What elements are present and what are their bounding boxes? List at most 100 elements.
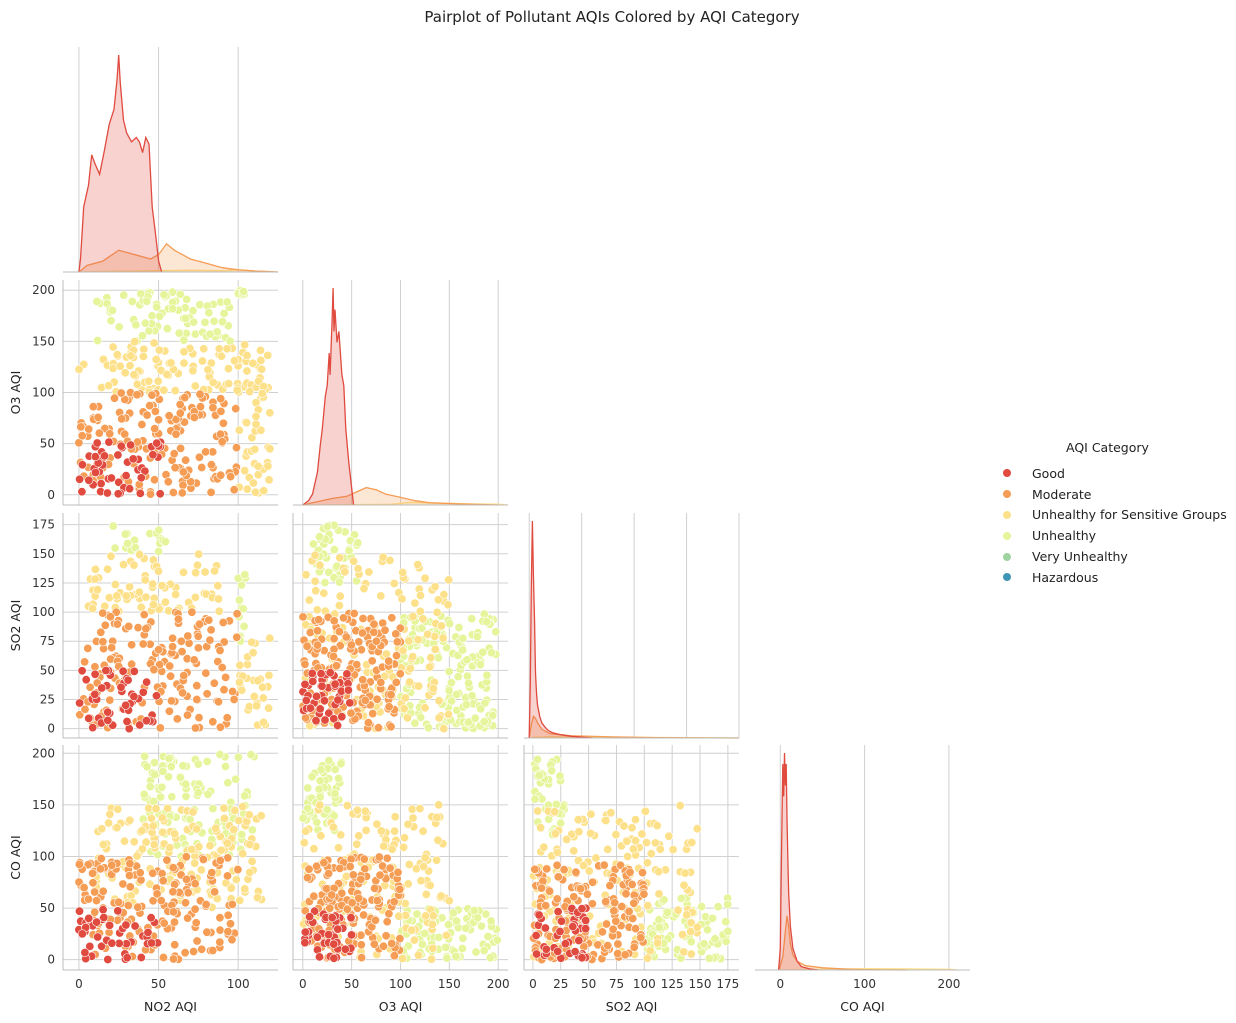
scatter-point-unhealthy-for-sensitive-groups xyxy=(188,807,198,817)
scatter-point-unhealthy xyxy=(410,718,420,728)
scatter-point-unhealthy xyxy=(164,754,174,764)
scatter-point-unhealthy xyxy=(139,789,149,799)
scatter-point-moderate xyxy=(215,855,225,865)
scatter-point-moderate xyxy=(636,933,646,943)
scatter-point-unhealthy xyxy=(444,686,454,696)
scatter-point-unhealthy xyxy=(467,614,477,624)
scatter-point-unhealthy-for-sensitive-groups xyxy=(151,354,161,364)
scatter-point-moderate xyxy=(190,879,200,889)
scatter-point-good xyxy=(300,927,310,937)
scatter-point-unhealthy xyxy=(140,751,150,761)
scatter-point-moderate xyxy=(169,954,179,964)
scatter-point-good xyxy=(343,685,353,695)
scatter-point-unhealthy xyxy=(174,328,184,338)
scatter-point-unhealthy-for-sensitive-groups xyxy=(399,842,409,852)
scatter-point-unhealthy-for-sensitive-groups xyxy=(418,826,428,836)
scatter-point-moderate xyxy=(74,877,84,887)
y-axis-label-o3-aqi: O3 AQI xyxy=(8,371,23,415)
scatter-point-unhealthy-for-sensitive-groups xyxy=(586,809,596,819)
scatter-point-moderate xyxy=(167,696,177,706)
scatter-point-moderate xyxy=(346,708,356,718)
scatter-point-unhealthy-for-sensitive-groups xyxy=(263,461,273,471)
scatter-point-unhealthy-for-sensitive-groups xyxy=(179,358,189,368)
scatter-point-good xyxy=(574,935,584,945)
scatter-point-good xyxy=(541,944,551,954)
scatter-point-unhealthy-for-sensitive-groups xyxy=(364,567,374,577)
scatter-point-moderate xyxy=(210,887,220,897)
scatter-point-unhealthy-for-sensitive-groups xyxy=(120,368,130,378)
scatter-point-unhealthy-for-sensitive-groups xyxy=(235,895,245,905)
chart-title: Pairplot of Pollutant AQIs Colored by AQ… xyxy=(424,8,800,26)
scatter-point-unhealthy-for-sensitive-groups xyxy=(230,805,240,815)
scatter-point-moderate xyxy=(216,429,226,439)
scatter-point-moderate xyxy=(215,645,225,655)
scatter-point-unhealthy xyxy=(181,779,191,789)
scatter-point-unhealthy-for-sensitive-groups xyxy=(439,724,449,734)
scatter-point-moderate xyxy=(613,949,623,959)
scatter-point-moderate xyxy=(588,877,598,887)
scatter-point-moderate xyxy=(168,642,178,652)
scatter-point-unhealthy-for-sensitive-groups xyxy=(536,823,546,833)
scatter-point-unhealthy xyxy=(315,532,325,542)
scatter-point-moderate xyxy=(378,941,388,951)
x-tick-label: 50 xyxy=(151,977,166,991)
y-tick-label: 50 xyxy=(40,663,55,677)
scatter-point-unhealthy-for-sensitive-groups xyxy=(226,883,236,893)
scatter-point-unhealthy xyxy=(699,939,709,949)
scatter-point-moderate xyxy=(218,617,228,627)
scatter-point-moderate xyxy=(385,863,395,873)
legend: AQI Category Good Moderate Unhealthy for S… xyxy=(1000,440,1227,588)
scatter-point-unhealthy xyxy=(530,794,540,804)
scatter-point-moderate xyxy=(107,643,117,653)
scatter-point-good xyxy=(121,471,131,481)
scatter-point-moderate xyxy=(389,897,399,907)
scatter-point-moderate xyxy=(98,637,108,647)
scatter-point-moderate xyxy=(536,883,546,893)
scatter-point-moderate xyxy=(384,909,394,919)
scatter-point-moderate xyxy=(382,917,392,927)
scatter-point-moderate xyxy=(356,940,366,950)
scatter-point-unhealthy-for-sensitive-groups xyxy=(631,836,641,846)
scatter-point-moderate xyxy=(354,893,364,903)
scatter-point-moderate xyxy=(155,660,165,670)
scatter-point-unhealthy-for-sensitive-groups xyxy=(255,345,265,355)
scatter-point-unhealthy-for-sensitive-groups xyxy=(408,611,418,621)
scatter-point-unhealthy-for-sensitive-groups xyxy=(432,855,442,865)
scatter-point-unhealthy-for-sensitive-groups xyxy=(397,953,407,963)
scatter-point-moderate xyxy=(541,901,551,911)
scatter-point-moderate xyxy=(639,889,649,899)
scatter-point-moderate xyxy=(189,946,199,956)
scatter-point-unhealthy-for-sensitive-groups xyxy=(692,922,702,932)
scatter-point-moderate xyxy=(176,443,186,453)
scatter-point-moderate xyxy=(178,480,188,490)
scatter-point-unhealthy-for-sensitive-groups xyxy=(257,364,267,374)
scatter-point-unhealthy xyxy=(222,297,232,307)
co-aqi-vs-no2-aqi-scatter xyxy=(74,749,267,964)
scatter-point-unhealthy xyxy=(322,522,332,532)
scatter-point-unhealthy xyxy=(447,696,457,706)
scatter-point-good xyxy=(340,944,350,954)
scatter-point-unhealthy xyxy=(246,750,256,760)
scatter-point-unhealthy xyxy=(234,595,244,605)
scatter-point-unhealthy xyxy=(676,893,686,903)
scatter-point-unhealthy-for-sensitive-groups xyxy=(334,600,344,610)
scatter-point-unhealthy-for-sensitive-groups xyxy=(573,815,583,825)
scatter-point-good xyxy=(555,926,565,936)
scatter-point-good xyxy=(337,712,347,722)
scatter-point-unhealthy-for-sensitive-groups xyxy=(248,648,258,658)
scatter-point-good xyxy=(121,920,131,930)
scatter-point-unhealthy-for-sensitive-groups xyxy=(170,829,180,839)
scatter-point-unhealthy-for-sensitive-groups xyxy=(686,918,696,928)
scatter-point-moderate xyxy=(227,899,237,909)
scatter-point-moderate xyxy=(301,713,311,723)
scatter-point-unhealthy-for-sensitive-groups xyxy=(438,633,448,643)
scatter-point-moderate xyxy=(530,864,540,874)
scatter-point-moderate xyxy=(178,467,188,477)
scatter-point-moderate xyxy=(125,870,135,880)
y-tick-label: 100 xyxy=(32,386,55,400)
scatter-point-moderate xyxy=(327,890,337,900)
scatter-point-unhealthy-for-sensitive-groups xyxy=(398,646,408,656)
scatter-point-unhealthy-for-sensitive-groups xyxy=(407,804,417,814)
density-line-good xyxy=(777,752,819,971)
scatter-point-unhealthy xyxy=(469,906,479,916)
